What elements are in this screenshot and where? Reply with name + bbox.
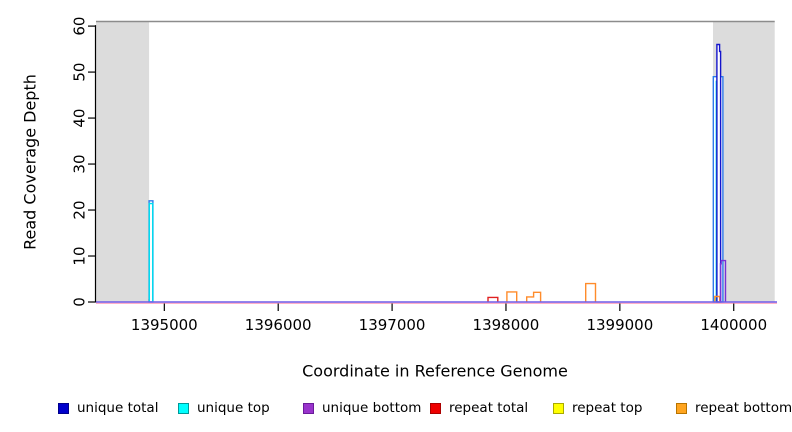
- plot-svg: 0 10 20 30 40 50 60 1395000 1396000 1397000 139800…: [71, 17, 777, 334]
- coverage-shape-unique-top: [148, 202, 154, 302]
- legend-item-repeat-bottom: repeat bottom: [676, 400, 792, 416]
- y-tick-label: 30: [71, 155, 89, 174]
- legend-item-unique-top: unique top: [178, 400, 270, 416]
- y-tick-label: 50: [71, 63, 89, 82]
- coverage-shape-repeat-bottom: [585, 282, 597, 302]
- legend-item-repeat-top: repeat top: [553, 400, 642, 416]
- x-axis-title: Coordinate in Reference Genome: [302, 361, 568, 381]
- coverage-shape-repeat-total: [487, 296, 499, 302]
- legend-item-repeat-total: repeat total: [430, 400, 528, 416]
- legend-swatch-repeat-top: [553, 402, 564, 414]
- coverage-shape-unique-bottom: [719, 259, 727, 302]
- legend-label: unique total: [77, 400, 159, 416]
- legend-swatch-unique-bottom: [303, 402, 314, 414]
- legend-label: repeat total: [449, 400, 529, 416]
- legend-label: unique bottom: [322, 400, 422, 416]
- legend-item-unique-bottom: unique bottom: [303, 400, 421, 416]
- legend-swatch-repeat-total: [430, 402, 441, 414]
- x-tick-label: 1400000: [700, 316, 767, 334]
- x-tick-label: 1395000: [131, 316, 198, 334]
- y-tick-label: 20: [71, 200, 89, 219]
- legend-swatch-repeat-bottom: [676, 402, 687, 414]
- y-axis-title: Read Coverage Depth: [20, 74, 40, 250]
- masked-region: [96, 21, 150, 302]
- y-tick-label: 10: [71, 246, 89, 265]
- y-tick-label: 0: [71, 297, 89, 307]
- x-tick-label: 1399000: [586, 316, 653, 334]
- coverage-shape-repeat-bottom: [526, 291, 542, 302]
- legend-label: unique top: [197, 400, 270, 416]
- x-tick-label: 1397000: [359, 316, 426, 334]
- legend-label: repeat top: [572, 400, 643, 416]
- y-tick-label: 40: [71, 109, 89, 128]
- legend-swatch-unique-top: [178, 402, 189, 414]
- coverage-shape-repeat-bottom: [506, 291, 518, 302]
- legend: unique total unique top unique bottom repea…: [0, 400, 792, 424]
- coverage-shape-repeat-bottom: [714, 295, 721, 302]
- legend-label: repeat bottom: [695, 400, 792, 416]
- legend-item-unique-total: unique total: [58, 400, 158, 416]
- x-tick-label: 1396000: [245, 316, 312, 334]
- x-tick-label: 1398000: [473, 316, 540, 334]
- legend-swatch-unique-total: [58, 402, 69, 414]
- y-tick-label: 60: [71, 17, 89, 36]
